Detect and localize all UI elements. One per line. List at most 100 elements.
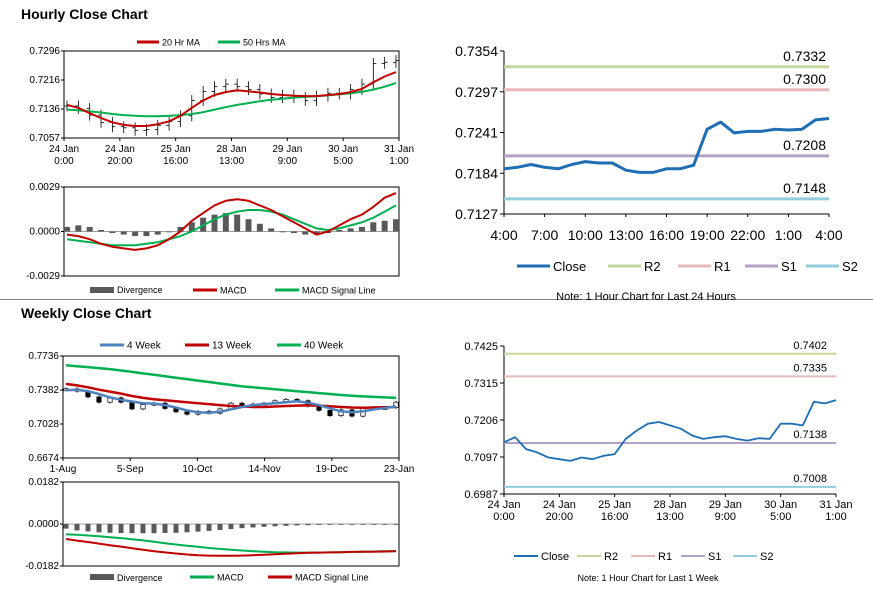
weekly-divergence-bar — [305, 524, 311, 526]
weekly-divergence-bar — [206, 524, 212, 531]
hourly-divergence-bar — [256, 223, 263, 232]
weekly-divergence-bar — [239, 524, 245, 529]
hourly-price-x-tick-label: 24 Jan — [49, 144, 79, 155]
hourly-price-x-tick-label: 16:00 — [163, 156, 188, 167]
hourly-24h-x-tick-label: 16:00 — [649, 227, 684, 243]
hourly-24h-legend-s2-label: S2 — [842, 259, 858, 274]
weekly-1w-legend-r2-label: R2 — [604, 551, 618, 563]
weekly-1w-y-tick-label: 0.7206 — [464, 415, 498, 427]
hourly-price-x-tick-label: 5:00 — [333, 156, 353, 167]
hourly-macd-line — [66, 192, 397, 251]
hourly-divergence-bar — [143, 231, 150, 237]
weekly-price-plot-area — [62, 355, 400, 459]
weekly-price-y-tick-label: 0.7736 — [28, 351, 59, 362]
weekly-legend-macd-label: MACD — [217, 573, 244, 583]
hourly-24h-y-tick-label: 0.7241 — [455, 125, 498, 141]
hourly-24h-level-r1-label: 0.7300 — [783, 71, 826, 87]
hourly-24h-x-tick-label: 10:00 — [568, 227, 603, 243]
hourly-24h-y-tick-label: 0.7127 — [455, 206, 498, 222]
weekly-divergence-bar — [85, 524, 91, 532]
weekly-1w-x-tick-label: 20:00 — [546, 511, 574, 523]
weekly-1w-x-tick-label: 13:00 — [656, 511, 684, 523]
weekly-1w-y-tick-label: 0.7425 — [464, 341, 498, 353]
hourly-divergence-bar — [211, 214, 218, 232]
hourly-price-y-tick-label: 0.7057 — [29, 133, 60, 144]
weekly-1w-x-tick-label: 31 Jan — [819, 499, 852, 511]
weekly-1w-y-tick-label: 0.6987 — [464, 489, 498, 501]
weekly-1w-y-tick-label: 0.7315 — [464, 378, 498, 390]
weekly-divergence-bar — [327, 524, 333, 525]
hourly-price-x-tick-label: 1:00 — [389, 156, 409, 167]
hourly-divergence-bar — [109, 231, 116, 234]
weekly-1w-x-tick-label: 24 Jan — [487, 499, 520, 511]
weekly-section-title: Weekly Close Chart — [21, 305, 152, 321]
hourly-price-x-tick-label: 0:00 — [54, 156, 74, 167]
hourly-divergence-bar — [393, 219, 399, 232]
hourly-divergence-bar — [268, 228, 275, 232]
weekly-price-candle — [184, 411, 190, 415]
hourly-divergence-bar — [234, 214, 241, 232]
weekly-divergence-bar — [118, 524, 124, 533]
weekly-price-y-tick-label: 0.7382 — [28, 385, 59, 396]
weekly-legend-divergence-swatch — [90, 574, 114, 580]
hourly-24h-legend-r2-label: R2 — [644, 259, 661, 274]
weekly-divergence-bar — [140, 524, 146, 534]
weekly-divergence-bar — [283, 524, 289, 526]
hourly-price-y-tick-label: 0.7296 — [29, 46, 60, 57]
weekly-1w-x-tick-label: 9:00 — [715, 511, 736, 523]
hourly-24h-x-tick-label: 4:00 — [490, 227, 517, 243]
weekly-divergence-bar — [371, 524, 377, 525]
hourly-20ma-line — [66, 71, 397, 127]
hourly-legend-macd-label: MACD — [220, 286, 247, 296]
weekly-divergence-bar — [349, 524, 355, 525]
hourly-price-y-tick-label: 0.7216 — [29, 75, 60, 86]
weekly-1w-level-s1-label: 0.7138 — [793, 429, 827, 441]
hourly-legend-20ma-label: 20 Hr MA — [162, 38, 200, 48]
weekly-1w-x-tick-label: 1:00 — [825, 511, 846, 523]
weekly-divergence-bar — [151, 524, 157, 534]
weekly-divergence-bar — [63, 524, 69, 529]
weekly-1w-x-tick-label: 24 Jan — [543, 499, 576, 511]
hourly-divergence-bar — [98, 229, 105, 232]
hourly-price-x-tick-label: 20:00 — [107, 156, 132, 167]
hourly-divergence-bar — [370, 222, 377, 232]
hourly-price-x-tick-label: 25 Jan — [161, 144, 191, 155]
weekly-macd-y-tick-label: -0.0182 — [25, 561, 59, 572]
hourly-divergence-bar — [347, 228, 354, 232]
hourly-24h-close-line — [503, 117, 830, 174]
weekly-divergence-bar — [96, 524, 102, 533]
weekly-price-candle — [129, 401, 135, 410]
weekly-price-x-tick-label: 1-Aug — [50, 464, 77, 475]
hourly-macd-y-tick-label: 0.0029 — [29, 182, 60, 193]
hourly-divergence-bar — [245, 219, 252, 232]
weekly-divergence-bar — [173, 524, 179, 533]
hourly-legend-divergence-swatch — [90, 287, 114, 293]
hourly-price-x-tick-label: 28 Jan — [216, 144, 246, 155]
weekly-1w-legend-s2-label: S2 — [760, 551, 773, 563]
weekly-price-candle — [327, 410, 333, 416]
weekly-divergence-bar — [195, 524, 201, 532]
hourly-divergence-bar — [132, 231, 139, 237]
weekly-divergence-bar — [382, 524, 388, 525]
weekly-1w-legend-close-label: Close — [541, 551, 569, 563]
weekly-1w-note: Note: 1 Hour Chart for Last 1 Week — [578, 573, 719, 583]
hourly-price-x-tick-label: 31 Jan — [384, 144, 414, 155]
hourly-divergence-bar — [86, 226, 93, 232]
hourly-divergence-bar — [290, 231, 297, 234]
weekly-price-x-tick-label: 10-Oct — [182, 464, 212, 475]
weekly-13week-line — [65, 382, 397, 409]
weekly-divergence-bar — [294, 524, 300, 526]
hourly-24h-x-tick-label: 19:00 — [690, 227, 725, 243]
weekly-price-x-tick-label: 5-Sep — [117, 464, 144, 475]
weekly-divergence-bar — [360, 524, 366, 525]
hourly-24h-x-tick-label: 4:00 — [815, 227, 842, 243]
hourly-24h-level-s2-label: 0.7148 — [783, 180, 826, 196]
weekly-40week-line — [65, 363, 397, 400]
hourly-divergence-bar — [381, 220, 388, 232]
weekly-macd-y-tick-label: 0.0182 — [28, 477, 59, 488]
weekly-divergence-bar — [393, 524, 399, 525]
weekly-1w-level-r1-label: 0.7335 — [793, 362, 827, 374]
weekly-1w-x-tick-label: 29 Jan — [709, 499, 742, 511]
hourly-price-x-tick-label: 24 Jan — [105, 144, 135, 155]
weekly-divergence-bar — [228, 524, 234, 530]
